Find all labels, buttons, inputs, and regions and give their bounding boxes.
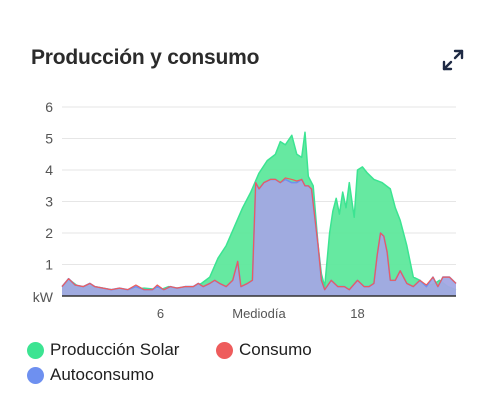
legend-dot-consumo	[216, 341, 233, 359]
y-tick-label: 3	[45, 194, 53, 210]
legend-label-autoconsumo: Autoconsumo	[50, 365, 154, 384]
legend-label-produccion: Producción Solar	[50, 340, 180, 359]
x-tick-label: 18	[350, 306, 364, 321]
y-tick-label: 2	[45, 225, 53, 241]
production-consumption-chart: 6 5 4 3 2 1 kW 6 Mediodía 18	[33, 99, 457, 321]
y-tick-label: 4	[45, 162, 53, 178]
y-axis-ticks: 6 5 4 3 2 1	[45, 99, 53, 273]
x-tick-label: Mediodía	[232, 306, 286, 321]
x-axis-ticks: 6 Mediodía 18	[157, 306, 365, 321]
expand-arrows-icon[interactable]	[441, 48, 465, 72]
legend-dot-produccion	[27, 341, 44, 359]
y-unit-label: kW	[33, 289, 54, 305]
legend-item-consumo[interactable]: Consumo	[216, 340, 312, 360]
y-tick-label: 5	[45, 131, 53, 147]
y-tick-label: 6	[45, 99, 53, 115]
series-area-autoconsumo	[62, 179, 456, 296]
legend-item-produccion[interactable]: Producción Solar	[27, 340, 179, 360]
card-title: Producción y consumo	[31, 46, 260, 69]
series-line-consumo	[61, 177, 457, 291]
legend-item-autoconsumo[interactable]: Autoconsumo	[27, 365, 154, 385]
series-layer	[61, 131, 457, 297]
legend-label-consumo: Consumo	[239, 340, 312, 359]
legend-dot-autoconsumo	[27, 366, 44, 384]
y-tick-label: 1	[45, 257, 53, 273]
x-tick-label: 6	[157, 306, 164, 321]
